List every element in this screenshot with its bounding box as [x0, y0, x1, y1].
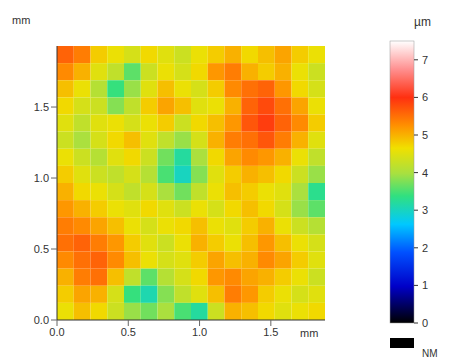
svg-text:0.5: 0.5	[34, 243, 49, 255]
svg-text:4: 4	[422, 167, 428, 179]
html-text:mm: mm	[12, 14, 31, 26]
svg-text:0.0: 0.0	[49, 326, 64, 338]
svg-text:NM: NM	[422, 348, 438, 359]
svg-text:1.5: 1.5	[34, 101, 49, 113]
svg-text:1.5: 1.5	[263, 326, 278, 338]
svg-text:2: 2	[422, 242, 428, 254]
svg-text:µm: µm	[414, 15, 431, 29]
svg-text:0: 0	[422, 317, 428, 329]
svg-text:5: 5	[422, 129, 428, 141]
svg-text:1.0: 1.0	[34, 172, 49, 184]
svg-text:0.5: 0.5	[121, 326, 136, 338]
svg-text:0.0: 0.0	[34, 314, 49, 326]
html-text:mm: mm	[300, 327, 319, 339]
svg-text:1.0: 1.0	[192, 326, 207, 338]
svg-text:1: 1	[422, 279, 428, 291]
svg-text:6: 6	[422, 91, 428, 103]
svg-text:7: 7	[422, 54, 428, 66]
svg-text:3: 3	[422, 204, 428, 216]
